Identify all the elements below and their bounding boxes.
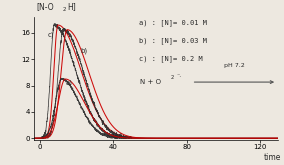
Text: a): a) <box>65 79 72 86</box>
Text: a) : [N]= 0.01 M: a) : [N]= 0.01 M <box>139 19 207 26</box>
Text: 2: 2 <box>62 7 66 12</box>
Text: N-O: N-O <box>283 79 284 85</box>
Text: N + O: N + O <box>140 79 161 85</box>
Text: time: time <box>263 153 281 162</box>
Text: 2: 2 <box>171 75 174 80</box>
Text: c) : [N]= 0.2 M: c) : [N]= 0.2 M <box>139 55 203 62</box>
Text: pH 7.2: pH 7.2 <box>224 64 245 68</box>
Text: c): c) <box>48 31 55 38</box>
Text: ⁻·: ⁻· <box>176 75 182 80</box>
Text: H]: H] <box>67 2 76 12</box>
Text: b): b) <box>80 48 87 54</box>
Text: b) : [N]= 0.03 M: b) : [N]= 0.03 M <box>139 37 207 44</box>
Text: [N-O: [N-O <box>37 2 54 12</box>
